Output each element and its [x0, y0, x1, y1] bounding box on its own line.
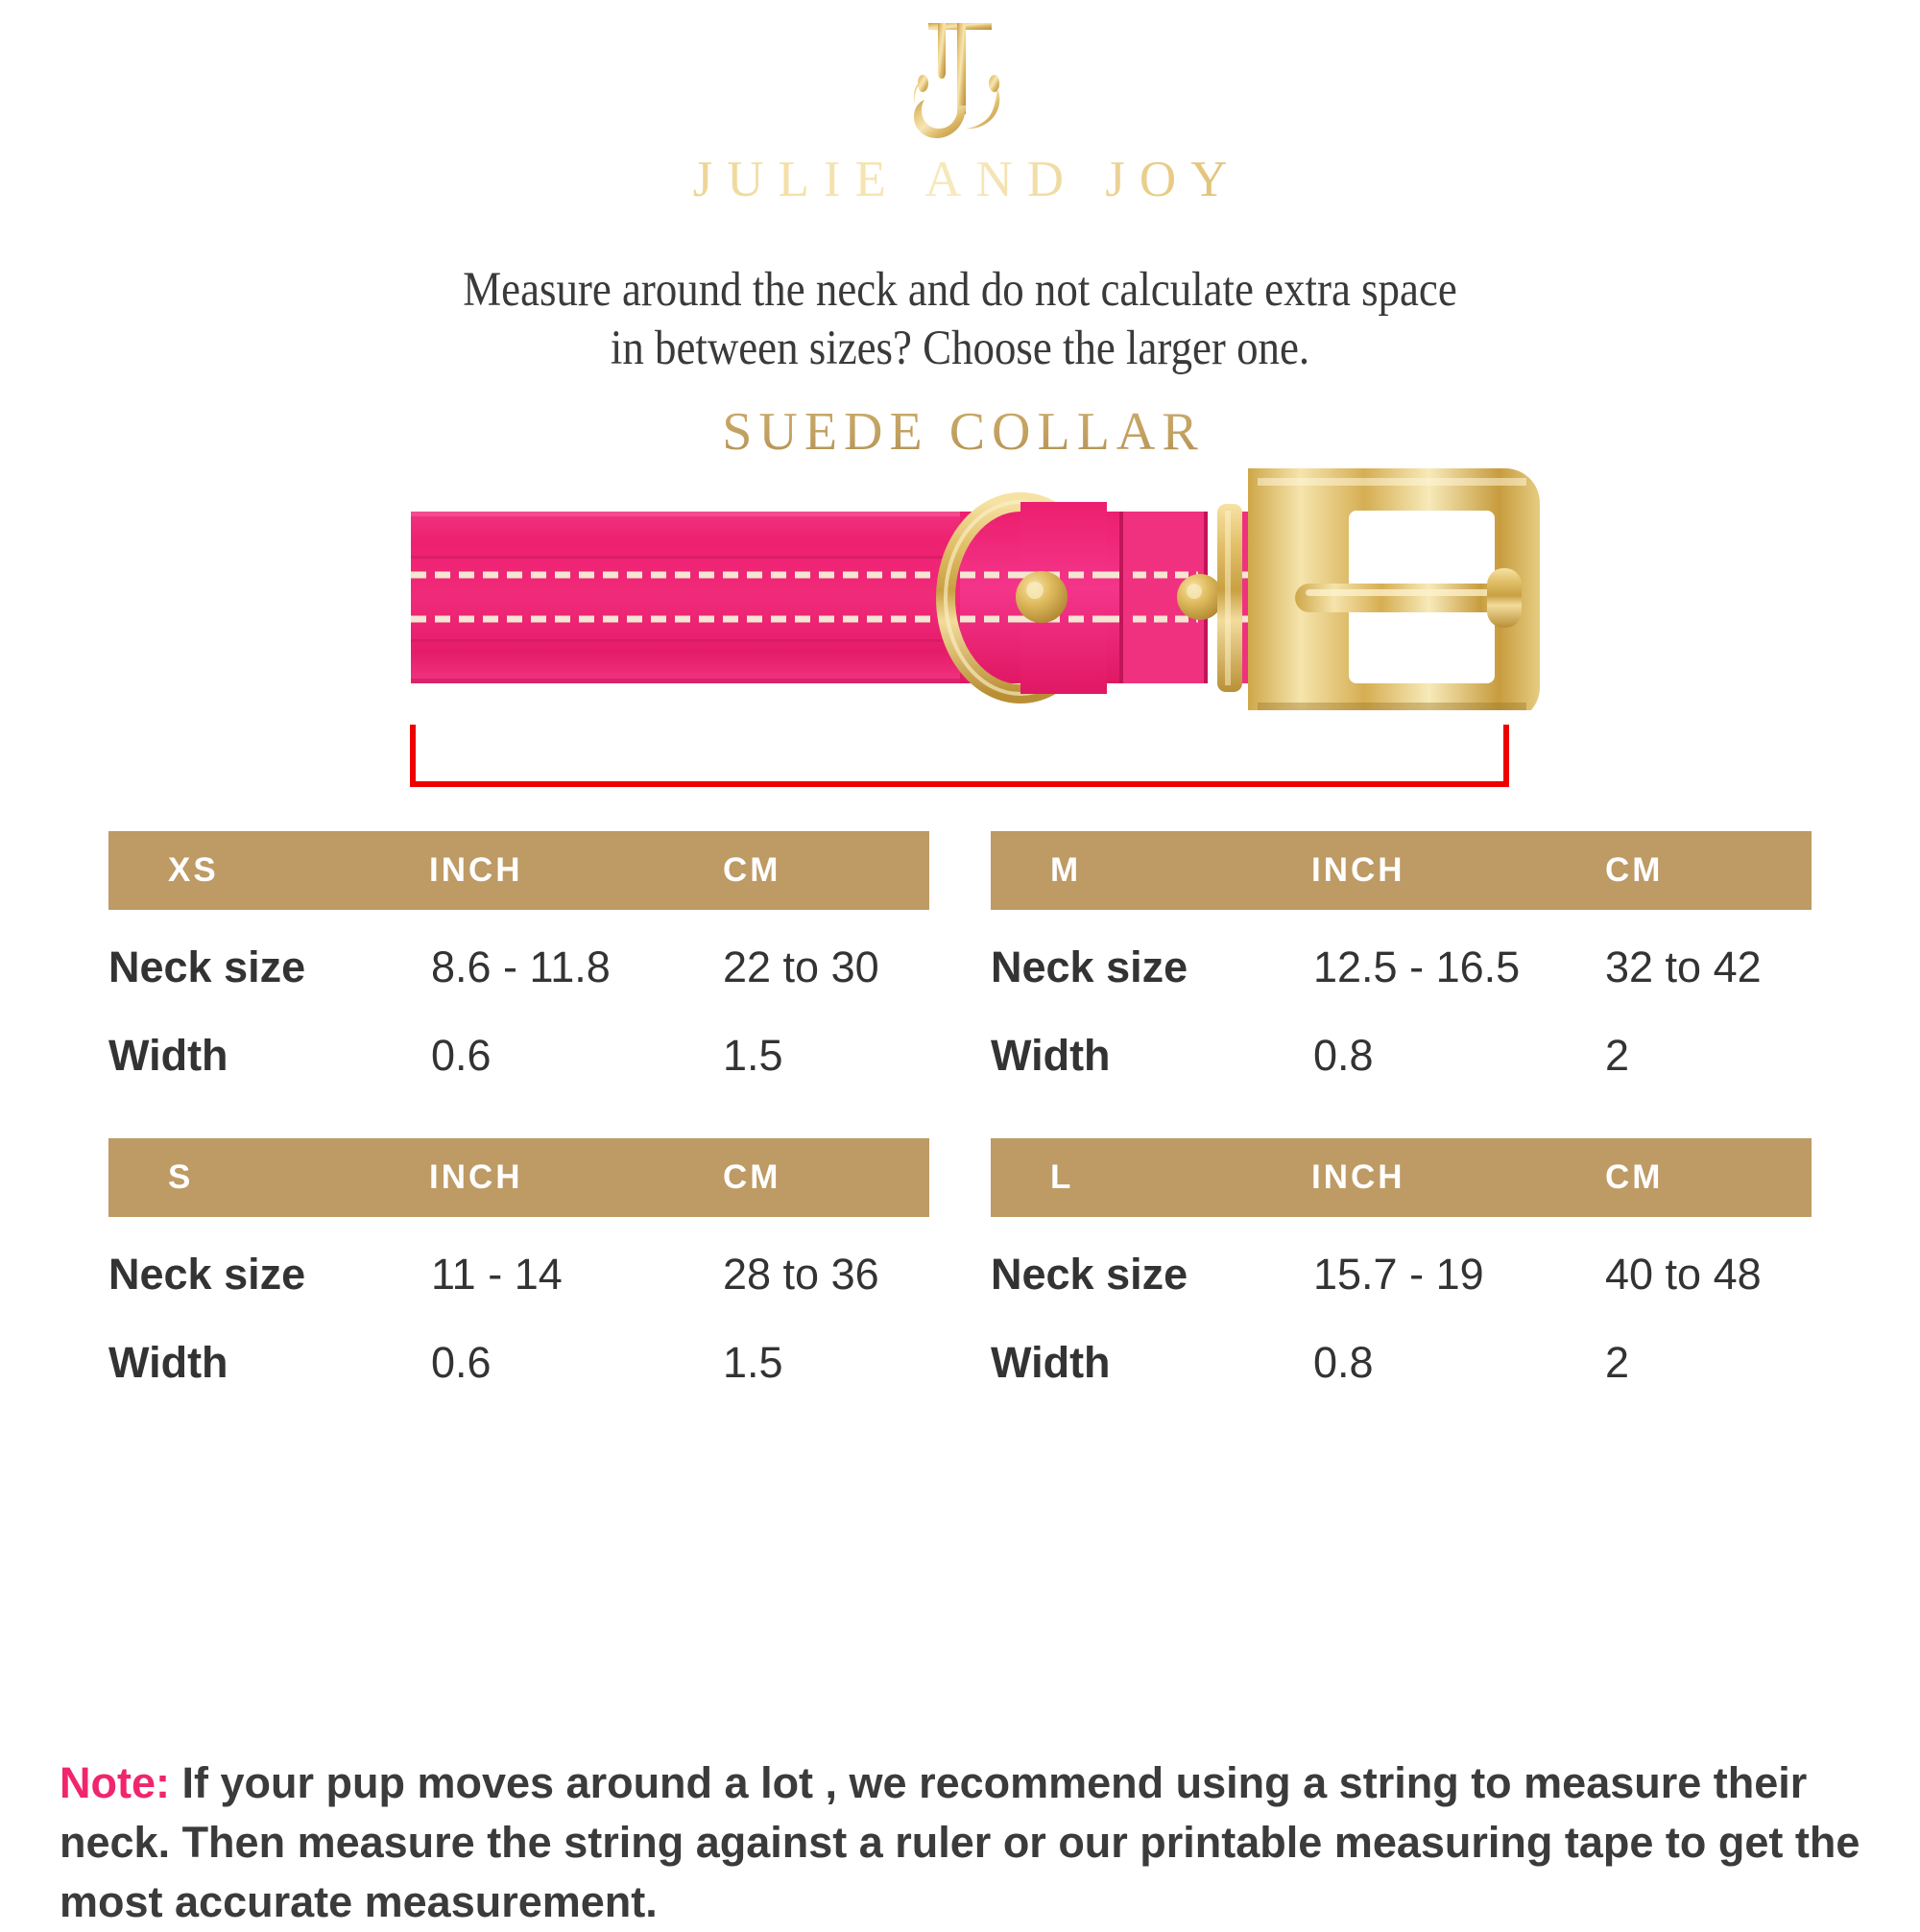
- collar-product-image: [0, 461, 1920, 710]
- column-header-inch: INCH: [1311, 851, 1405, 889]
- row-value-cm: 2: [1605, 1031, 1630, 1080]
- table-row: Neck size 15.7 - 19 40 to 48: [991, 1230, 1812, 1319]
- table-row: Neck size 8.6 - 11.8 22 to 30: [108, 923, 929, 1012]
- intro-instructions: Measure around the neck and do not calcu…: [0, 261, 1920, 377]
- row-label: Neck size: [991, 1250, 1188, 1299]
- intro-line-1: Measure around the neck and do not calcu…: [463, 263, 1457, 317]
- row-value-inch: 0.6: [431, 1338, 492, 1387]
- size-table-xs: XS INCH CM Neck size 8.6 - 11.8 22 to 30…: [108, 831, 929, 1100]
- brand-name: JULIE AND JOY: [0, 151, 1920, 208]
- row-value-inch: 15.7 - 19: [1313, 1250, 1484, 1299]
- column-header-inch: INCH: [429, 851, 523, 889]
- table-row: Width 0.8 2: [991, 1012, 1812, 1100]
- row-value-cm: 2: [1605, 1338, 1630, 1387]
- row-value-cm: 32 to 42: [1605, 942, 1762, 991]
- row-label: Width: [108, 1338, 228, 1387]
- size-table-l: L INCH CM Neck size 15.7 - 19 40 to 48 W…: [991, 1138, 1812, 1407]
- row-label: Neck size: [991, 942, 1188, 991]
- row-value-cm: 1.5: [723, 1031, 783, 1080]
- row-value-cm: 40 to 48: [1605, 1250, 1762, 1299]
- column-header-inch: INCH: [429, 1158, 523, 1196]
- size-table-s: S INCH CM Neck size 11 - 14 28 to 36 Wid…: [108, 1138, 929, 1407]
- table-row: Width 0.6 1.5: [108, 1012, 929, 1100]
- row-value-cm: 28 to 36: [723, 1250, 879, 1299]
- row-value-cm: 1.5: [723, 1338, 783, 1387]
- row-label: Width: [108, 1031, 228, 1080]
- row-value-inch: 8.6 - 11.8: [431, 942, 611, 991]
- measuring-note: Note: If your pup moves around a lot , w…: [60, 1753, 1874, 1932]
- table-row: Neck size 12.5 - 16.5 32 to 42: [991, 923, 1812, 1012]
- column-header-cm: CM: [1605, 1158, 1664, 1196]
- row-label: Neck size: [108, 942, 306, 991]
- row-value-inch: 0.8: [1313, 1338, 1374, 1387]
- size-table-m: M INCH CM Neck size 12.5 - 16.5 32 to 42…: [991, 831, 1812, 1100]
- table-row: Neck size 11 - 14 28 to 36: [108, 1230, 929, 1319]
- table-header-row-m: M INCH CM: [991, 831, 1812, 910]
- page-title: SUEDE COLLAR: [0, 401, 1920, 463]
- row-label: Width: [991, 1338, 1111, 1387]
- column-header-cm: CM: [723, 1158, 781, 1196]
- table-row: Width 0.6 1.5: [108, 1319, 929, 1407]
- row-value-inch: 0.6: [431, 1031, 492, 1080]
- size-label-m: M: [1050, 851, 1082, 889]
- table-header-row-xs: XS INCH CM: [108, 831, 929, 910]
- table-header-row-l: L INCH CM: [991, 1138, 1812, 1217]
- size-label-s: S: [168, 1158, 194, 1196]
- column-header-cm: CM: [1605, 851, 1664, 889]
- table-row: Width 0.8 2: [991, 1319, 1812, 1407]
- table-header-row-s: S INCH CM: [108, 1138, 929, 1217]
- size-label-l: L: [1050, 1158, 1074, 1196]
- row-value-cm: 22 to 30: [723, 942, 879, 991]
- row-value-inch: 12.5 - 16.5: [1313, 942, 1521, 991]
- jj-monogram-icon: [914, 23, 1000, 138]
- size-tables: XS INCH CM Neck size 8.6 - 11.8 22 to 30…: [0, 831, 1920, 1407]
- row-value-inch: 11 - 14: [431, 1250, 563, 1299]
- intro-line-2: in between sizes? Choose the larger one.: [610, 321, 1310, 375]
- size-label-xs: XS: [168, 851, 219, 889]
- measurement-bracket: [410, 725, 1509, 787]
- row-value-inch: 0.8: [1313, 1031, 1374, 1080]
- note-text: If your pup moves around a lot , we reco…: [60, 1758, 1860, 1927]
- brand-header: JULIE AND JOY: [0, 17, 1920, 208]
- note-label: Note:: [60, 1758, 170, 1807]
- column-header-inch: INCH: [1311, 1158, 1405, 1196]
- row-label: Neck size: [108, 1250, 306, 1299]
- row-label: Width: [991, 1031, 1111, 1080]
- column-header-cm: CM: [723, 851, 781, 889]
